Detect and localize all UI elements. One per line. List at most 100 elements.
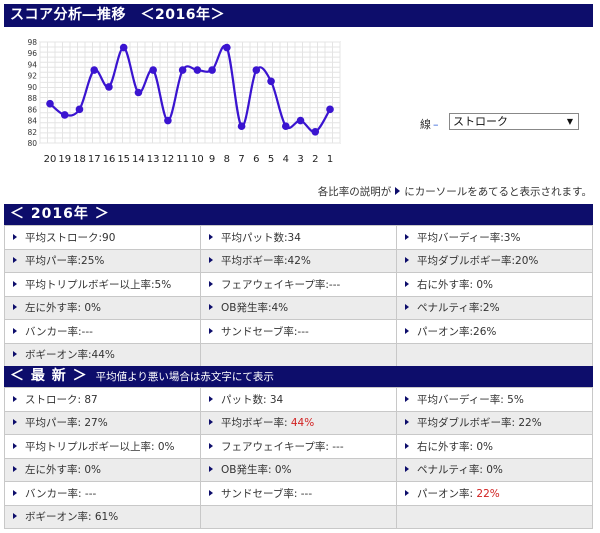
data-point: [193, 66, 202, 74]
table-row: 平均トリプルボギー以上率: 0% フェアウェイキープ率: --- 右に外す率: 0%: [4, 434, 593, 459]
y-tick-label: 90: [27, 83, 37, 92]
table-row: 平均トリプルボギー以上率:5% フェアウェイキープ率:--- 右に外す率: 0%: [4, 272, 593, 297]
x-tick-label: 20: [44, 154, 57, 165]
triangle-right-icon: [209, 233, 213, 240]
stat-cell[interactable]: パーオン率:26%: [396, 319, 593, 344]
table-row: 平均ストローク:90 平均パット数:34 平均バーディー率:3%: [4, 225, 593, 250]
triangle-right-icon: [405, 304, 409, 311]
table-row: 左に外す率: 0% OB発生率: 0% ペナルティ率: 0%: [4, 457, 593, 482]
stat-cell[interactable]: ボギーオン率:44%: [4, 342, 201, 367]
x-tick-label: 13: [147, 154, 160, 165]
stat-label: 平均ボギー率:42%: [221, 255, 311, 268]
table-row: ボギーオン率: 61%: [4, 504, 593, 529]
stat-cell[interactable]: バンカー率:---: [4, 319, 201, 344]
triangle-right-icon: [209, 489, 213, 496]
stat-cell[interactable]: 平均ダブルボギー率: 22%: [396, 410, 593, 435]
stat-cell[interactable]: 右に外す率: 0%: [396, 272, 593, 297]
triangle-right-icon: [209, 304, 213, 311]
triangle-right-icon: [405, 419, 409, 426]
stat-cell[interactable]: 左に外す率: 0%: [4, 457, 201, 482]
stat-label: バンカー率:---: [25, 325, 93, 338]
stat-cell[interactable]: 平均ボギー率: 44%: [200, 410, 397, 435]
stat-cell[interactable]: フェアウェイキープ率:---: [200, 272, 397, 297]
stat-cell[interactable]: 平均パー率: 27%: [4, 410, 201, 435]
stat-cell: [396, 342, 593, 367]
triangle-right-icon: [395, 187, 401, 195]
stat-cell[interactable]: ストローク: 87: [4, 387, 201, 412]
x-tick-label: 1: [327, 154, 333, 165]
data-point: [237, 122, 246, 130]
line-type-select[interactable]: ストローク ▼: [449, 113, 579, 130]
triangle-right-icon: [209, 280, 213, 287]
stat-cell[interactable]: 平均トリプルボギー以上率: 0%: [4, 434, 201, 459]
stat-label: OB発生率: 0%: [221, 464, 292, 477]
stat-cell[interactable]: 平均パー率:25%: [4, 248, 201, 273]
triangle-right-icon: [13, 489, 17, 496]
stat-label: 平均ストローク:90: [25, 231, 116, 244]
data-point: [164, 116, 172, 125]
stat-cell[interactable]: 平均バーディー率:3%: [396, 225, 593, 250]
triangle-right-icon: [405, 257, 409, 264]
stat-cell: [200, 342, 397, 367]
stat-label: 平均パット数:34: [221, 231, 301, 244]
x-tick-label: 8: [224, 154, 230, 165]
x-tick-label: 18: [73, 154, 86, 165]
stat-label: 左に外す率: 0%: [25, 464, 102, 477]
stat-label: 平均ダブルボギー率:20%: [417, 255, 539, 268]
stat-cell[interactable]: 平均ボギー率:42%: [200, 248, 397, 273]
stat-cell[interactable]: パーオン率: 22%: [396, 481, 593, 506]
stat-cell[interactable]: バンカー率: ---: [4, 481, 201, 506]
stat-cell[interactable]: ペナルティ率:2%: [396, 295, 593, 320]
stat-cell[interactable]: 平均ダブルボギー率:20%: [396, 248, 593, 273]
x-tick-label: 7: [238, 154, 244, 165]
stat-cell[interactable]: 平均パット数:34: [200, 225, 397, 250]
table-row: ストローク: 87 パット数: 34 平均バーディー率: 5%: [4, 387, 593, 412]
y-tick-label: 94: [27, 60, 37, 69]
stat-cell[interactable]: ボギーオン率: 61%: [4, 504, 201, 529]
triangle-right-icon: [405, 489, 409, 496]
x-tick-label: 6: [253, 154, 259, 165]
triangle-right-icon: [13, 327, 17, 334]
y-tick-label: 98: [27, 38, 37, 47]
stat-label: 平均パー率:25%: [25, 255, 105, 268]
y-tick-label: 80: [27, 139, 37, 148]
data-point: [267, 77, 275, 86]
data-point: [46, 99, 54, 108]
data-point: [60, 111, 69, 119]
data-point: [119, 43, 128, 52]
table-row: ボギーオン率:44%: [4, 342, 593, 367]
triangle-right-icon: [13, 304, 17, 311]
triangle-right-icon: [13, 351, 17, 358]
data-point: [75, 105, 84, 114]
stat-value-worse: 44%: [290, 417, 315, 430]
stat-cell[interactable]: 左に外す率: 0%: [4, 295, 201, 320]
stat-label: サンドセーブ率:---: [221, 325, 309, 338]
x-tick-label: 15: [117, 154, 130, 165]
triangle-right-icon: [209, 442, 213, 449]
triangle-right-icon: [209, 257, 213, 264]
x-tick-label: 4: [283, 154, 289, 165]
stat-cell[interactable]: フェアウェイキープ率: ---: [200, 434, 397, 459]
data-point: [105, 83, 113, 91]
stat-label: 左に外す率: 0%: [25, 302, 102, 315]
triangle-right-icon: [209, 466, 213, 473]
stat-label: 右に外す率: 0%: [417, 278, 494, 291]
stat-cell[interactable]: 平均バーディー率: 5%: [396, 387, 593, 412]
data-point: [311, 127, 320, 136]
stat-label: 平均ボギー率:: [221, 417, 291, 430]
stat-cell[interactable]: サンドセーブ率: ---: [200, 481, 397, 506]
stat-cell[interactable]: 平均ストローク:90: [4, 225, 201, 250]
data-point: [252, 66, 261, 74]
stat-cell[interactable]: OB発生率:4%: [200, 295, 397, 320]
stat-cell[interactable]: サンドセーブ率:---: [200, 319, 397, 344]
table-row: 平均パー率:25% 平均ボギー率:42% 平均ダブルボギー率:20%: [4, 248, 593, 273]
stat-cell[interactable]: ペナルティ率: 0%: [396, 457, 593, 482]
stat-label: 平均バーディー率:3%: [417, 231, 521, 244]
stat-label: 平均トリプルボギー以上率: 0%: [25, 440, 175, 453]
stat-cell[interactable]: 右に外す率: 0%: [396, 434, 593, 459]
stat-cell[interactable]: OB発生率: 0%: [200, 457, 397, 482]
stat-cell[interactable]: パット数: 34: [200, 387, 397, 412]
stat-cell[interactable]: 平均トリプルボギー以上率:5%: [4, 272, 201, 297]
y-tick-label: 96: [27, 49, 37, 58]
table-row: バンカー率: --- サンドセーブ率: --- パーオン率: 22%: [4, 481, 593, 506]
